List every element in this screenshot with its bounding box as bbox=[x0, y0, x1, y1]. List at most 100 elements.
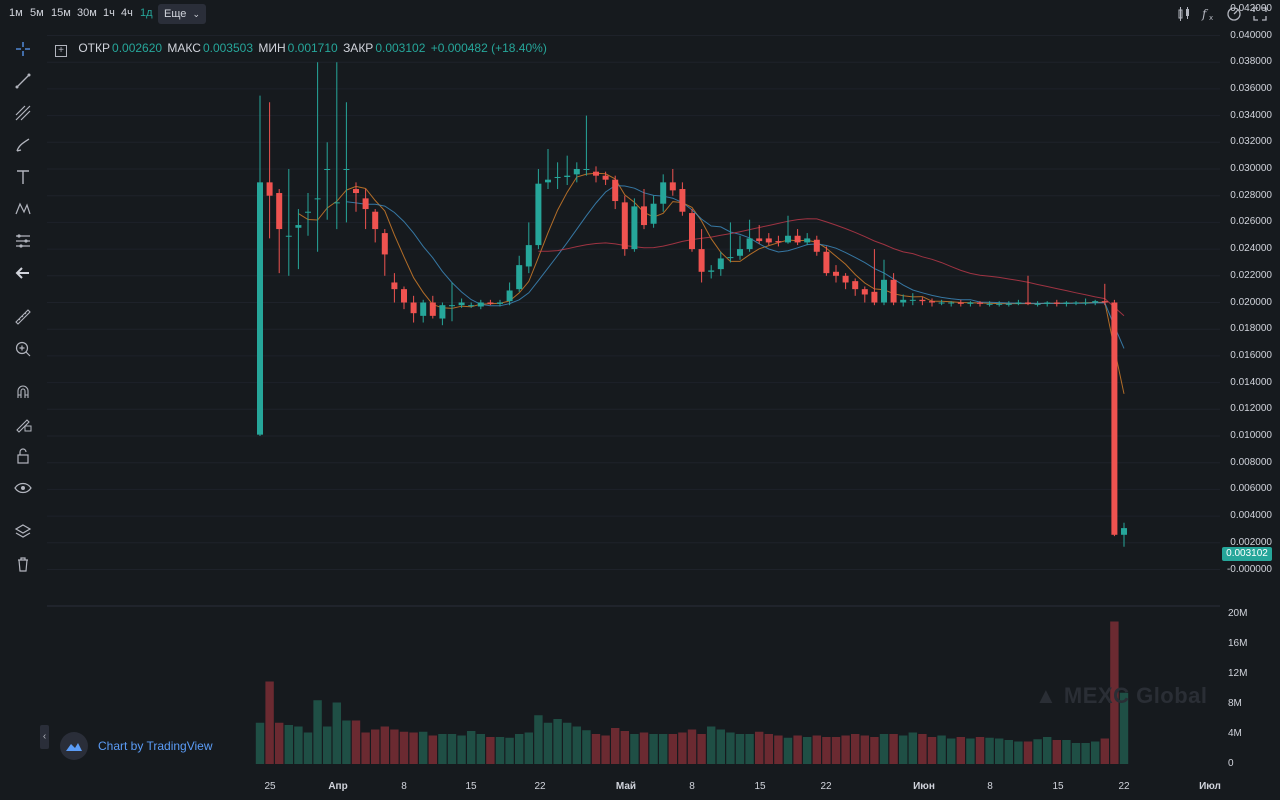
candle-body bbox=[986, 303, 993, 305]
ruler-icon[interactable] bbox=[13, 307, 33, 327]
time-tick: Май bbox=[615, 781, 637, 792]
volume-bar bbox=[611, 728, 620, 764]
tradingview-badge[interactable]: Chart by TradingView bbox=[60, 732, 213, 760]
candles-icon[interactable] bbox=[1176, 6, 1192, 22]
volume-bar bbox=[1023, 741, 1033, 764]
volume-bar bbox=[515, 734, 524, 764]
volume-bar bbox=[918, 734, 927, 764]
candle bbox=[305, 193, 311, 236]
trash-icon[interactable] bbox=[13, 554, 33, 574]
price-chart[interactable] bbox=[47, 28, 1220, 800]
zoom-in-icon[interactable] bbox=[13, 339, 33, 359]
candle bbox=[497, 299, 503, 307]
candle-body bbox=[449, 305, 455, 307]
candle-body bbox=[1111, 302, 1118, 535]
timeframe-5m[interactable]: 5м bbox=[30, 7, 44, 19]
candle-body bbox=[900, 299, 907, 303]
trend-line-icon[interactable] bbox=[13, 71, 33, 91]
price-tick: 0.022000 bbox=[1230, 269, 1272, 281]
price-tick: 0.028000 bbox=[1230, 189, 1272, 201]
candle bbox=[852, 278, 859, 296]
candle-body bbox=[257, 182, 263, 435]
price-tick: 0.010000 bbox=[1230, 430, 1272, 441]
candle-body bbox=[698, 249, 705, 272]
indicators-icon[interactable]: f x bbox=[1201, 6, 1217, 22]
timeframe-1m[interactable]: 1м bbox=[9, 7, 23, 19]
candle bbox=[833, 265, 839, 283]
volume-bar bbox=[255, 722, 265, 764]
time-tick: Июн bbox=[913, 781, 935, 792]
candle bbox=[948, 301, 955, 307]
volume-bar bbox=[889, 734, 898, 764]
text-icon[interactable] bbox=[13, 167, 33, 187]
settings-icon[interactable] bbox=[1226, 6, 1242, 22]
pattern-icon[interactable] bbox=[13, 199, 33, 219]
volume-bar bbox=[284, 725, 293, 764]
candle-body bbox=[1005, 303, 1012, 305]
lock-pen-icon[interactable] bbox=[13, 414, 33, 434]
back-arrow-icon[interactable] bbox=[13, 263, 33, 283]
candle bbox=[861, 286, 868, 303]
volume-bar bbox=[975, 737, 985, 764]
candle-body bbox=[957, 302, 964, 304]
candle-body bbox=[785, 235, 791, 243]
timeframe-1h[interactable]: 1ч bbox=[103, 7, 115, 19]
price-tick: 0.020000 bbox=[1230, 296, 1272, 308]
volume-bar bbox=[1033, 739, 1042, 764]
high-value: 0.003503 bbox=[202, 41, 254, 55]
price-tick: 0.004000 bbox=[1230, 510, 1272, 522]
candle bbox=[1063, 301, 1070, 307]
layers-icon[interactable] bbox=[13, 522, 33, 542]
volume-bar bbox=[678, 732, 687, 764]
candle bbox=[612, 175, 619, 210]
candle-body bbox=[804, 238, 811, 243]
candle-body bbox=[717, 258, 724, 270]
timeframe-15m[interactable]: 15м bbox=[51, 7, 71, 19]
crosshair-icon[interactable] bbox=[13, 39, 33, 59]
volume-bar bbox=[582, 730, 591, 764]
drawing-toolbar bbox=[0, 28, 47, 800]
candle-body bbox=[631, 206, 638, 250]
candle bbox=[737, 235, 743, 260]
candle bbox=[593, 166, 599, 183]
candle-body bbox=[938, 302, 945, 304]
volume-bar bbox=[716, 729, 725, 764]
prediction-icon[interactable] bbox=[13, 231, 33, 251]
volume-bar bbox=[495, 737, 505, 764]
volume-bar bbox=[265, 681, 274, 764]
candle-body bbox=[564, 175, 571, 178]
timeframe-1d[interactable]: 1д bbox=[140, 7, 153, 19]
candle bbox=[909, 293, 916, 306]
brush-icon[interactable] bbox=[13, 135, 33, 155]
candle-body bbox=[381, 233, 388, 255]
candle bbox=[1111, 299, 1118, 537]
volume-bar bbox=[323, 726, 332, 764]
legend-toggle-icon[interactable]: + bbox=[55, 45, 67, 57]
candle-body bbox=[765, 238, 772, 243]
candle bbox=[804, 233, 811, 246]
candle bbox=[765, 233, 772, 246]
collapse-toolbar-button[interactable]: ‹ bbox=[40, 725, 49, 749]
candle-body bbox=[554, 177, 561, 179]
candle bbox=[266, 102, 273, 239]
timeframe-30m[interactable]: 30м bbox=[77, 7, 97, 19]
candle-body bbox=[333, 202, 340, 204]
candle-body bbox=[573, 169, 580, 175]
candle-body bbox=[343, 169, 350, 170]
magnet-icon[interactable] bbox=[13, 382, 33, 402]
timeframe-4h[interactable]: 4ч bbox=[121, 7, 133, 19]
fib-icon[interactable] bbox=[13, 103, 33, 123]
tradingview-label: Chart by TradingView bbox=[98, 739, 213, 753]
candle bbox=[324, 142, 331, 220]
price-axis[interactable]: 0.042000 0.040000 0.038000 0.036000 0.034000… bbox=[1220, 3, 1280, 608]
volume-bar bbox=[630, 734, 639, 764]
candle bbox=[957, 299, 964, 307]
eye-icon[interactable] bbox=[13, 478, 33, 498]
more-timeframes-button[interactable]: Еще ⌄ bbox=[158, 4, 206, 24]
volume-bar bbox=[995, 738, 1004, 764]
candle bbox=[900, 294, 907, 307]
time-tick: 8 bbox=[987, 781, 993, 792]
lock-icon[interactable] bbox=[13, 446, 33, 466]
volume-bar bbox=[707, 726, 716, 764]
fullscreen-icon[interactable] bbox=[1252, 6, 1268, 22]
